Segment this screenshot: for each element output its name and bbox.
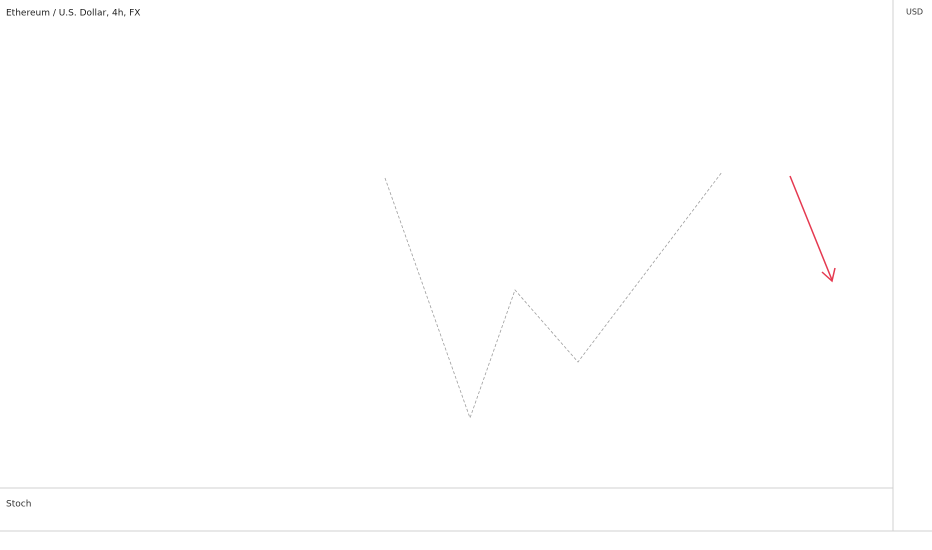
stoch-label: Stoch: [6, 500, 31, 510]
arrow-head: [821, 267, 836, 283]
chart-title: Ethereum / U.S. Dollar, 4h, FX: [6, 9, 140, 19]
arrow-shaft: [789, 175, 833, 281]
currency-label: USD: [906, 8, 923, 17]
pattern-outline: [384, 171, 723, 420]
decorations: [384, 171, 836, 420]
